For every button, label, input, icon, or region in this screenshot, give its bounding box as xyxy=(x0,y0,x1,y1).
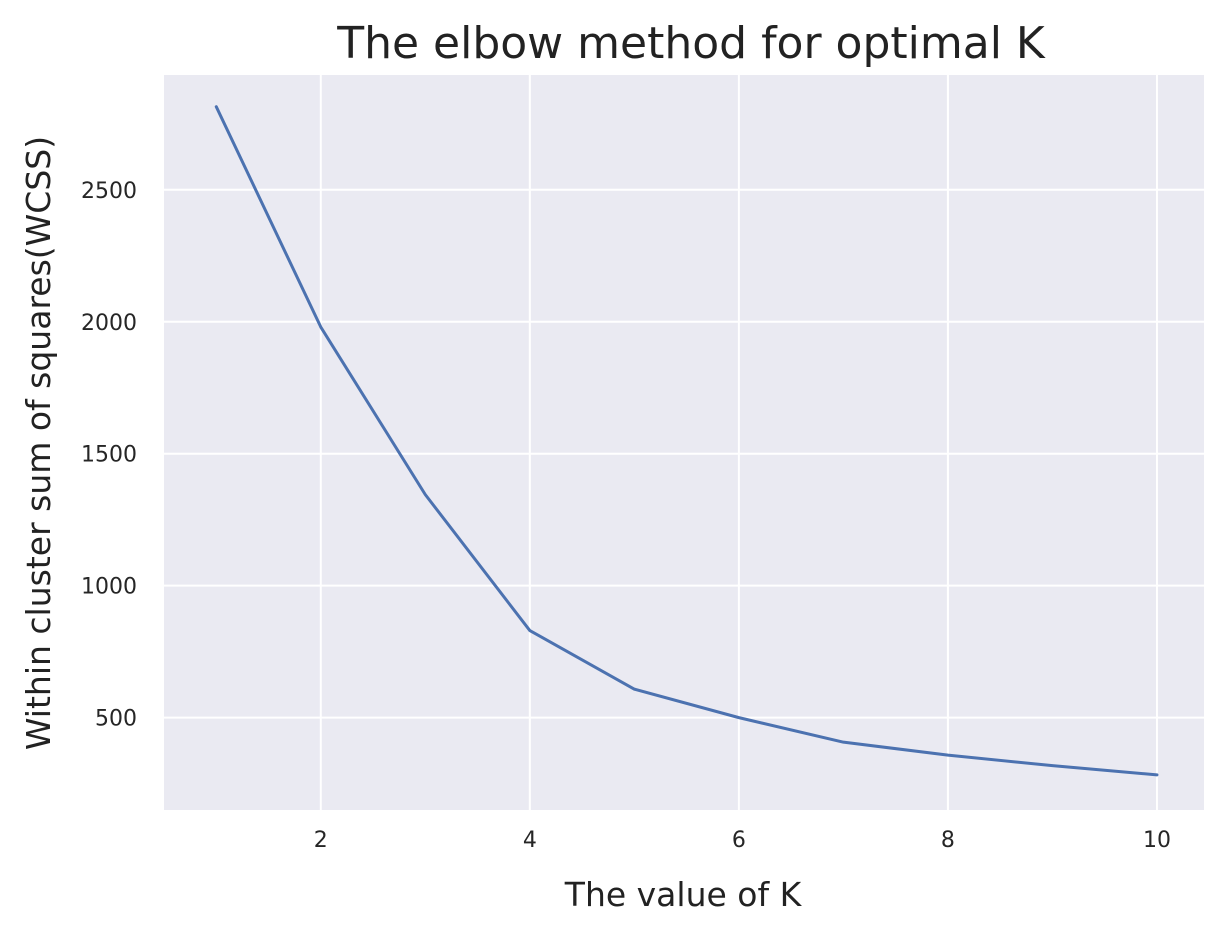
y-tick-label: 2500 xyxy=(81,179,137,204)
x-axis-label: The value of K xyxy=(564,875,803,914)
x-tick-labels: 2 4 6 8 10 xyxy=(314,828,1171,853)
x-tick-label: 4 xyxy=(523,828,537,853)
x-tick-label: 8 xyxy=(941,828,955,853)
wcss-series-line xyxy=(214,105,1159,777)
y-tick-label: 1000 xyxy=(81,575,137,600)
x-tick-label: 2 xyxy=(314,828,328,853)
y-tick-label: 1500 xyxy=(81,443,137,468)
chart-title: The elbow method for optimal K xyxy=(336,18,1046,69)
x-tick-label: 6 xyxy=(732,828,746,853)
y-tick-label: 2000 xyxy=(81,311,137,336)
x-gridlines xyxy=(319,75,1158,810)
x-tick-label: 10 xyxy=(1143,828,1171,853)
y-gridlines xyxy=(164,188,1204,719)
y-axis-label: Within cluster sum of squares(WCSS) xyxy=(19,136,58,750)
plot-area xyxy=(164,75,1204,810)
y-tick-labels: 500 1000 1500 2000 2500 xyxy=(81,179,137,732)
y-tick-label: 500 xyxy=(95,707,137,732)
